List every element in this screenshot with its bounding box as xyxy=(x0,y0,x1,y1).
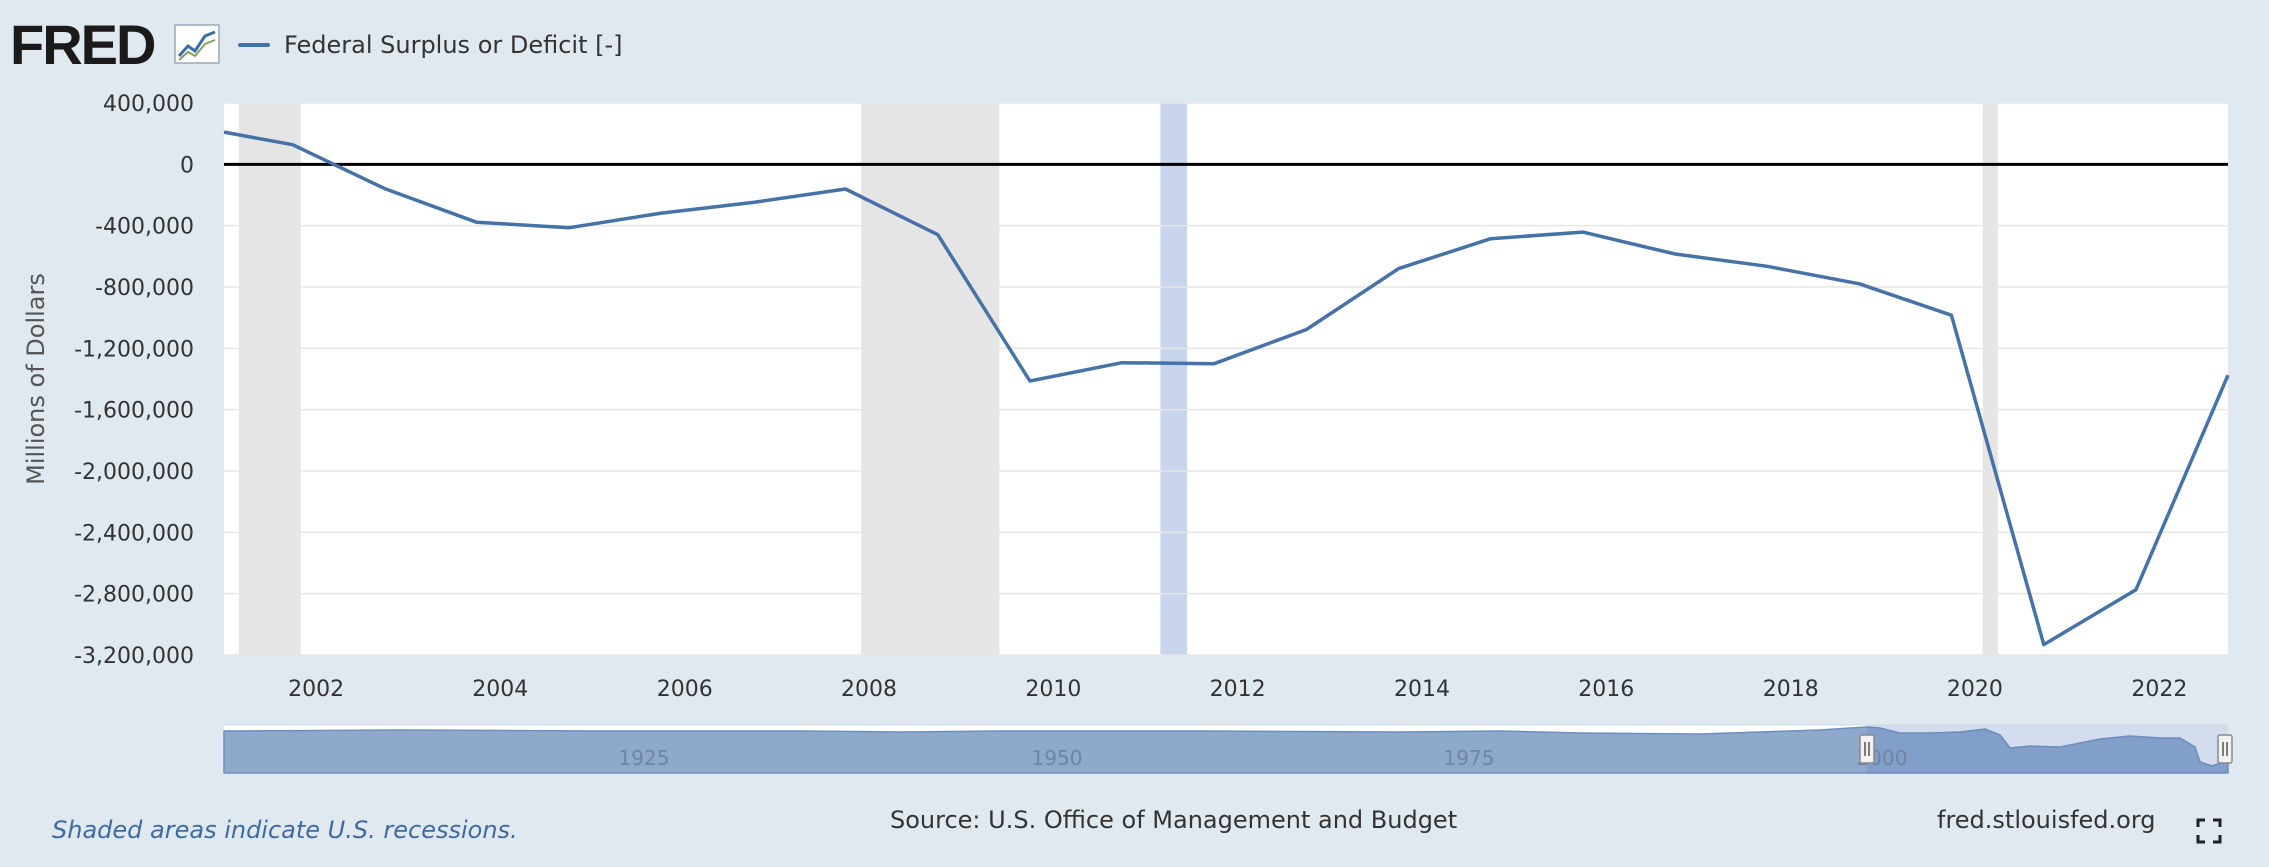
x-tick-label: 2008 xyxy=(841,677,897,702)
x-tick-label: 2022 xyxy=(2131,677,2187,702)
plot-background xyxy=(224,103,2228,655)
recession-band xyxy=(861,103,1000,655)
x-tick-label: 2002 xyxy=(288,677,344,702)
range-navigator[interactable]: 1925 1950 1975 2000 xyxy=(223,724,2233,774)
x-tick-label: 2016 xyxy=(1578,677,1634,702)
x-tick-label: 2018 xyxy=(1763,677,1819,702)
recession-bands xyxy=(238,103,1998,655)
navigator-tick-label: 1925 xyxy=(619,746,670,770)
x-tick-label: 2012 xyxy=(1210,677,1266,702)
chart-legend[interactable]: Federal Surplus or Deficit [-] xyxy=(238,28,623,62)
y-tick-label: -2,400,000 xyxy=(74,521,194,546)
x-tick-label: 2004 xyxy=(472,677,528,702)
legend-swatch xyxy=(238,43,270,47)
legend-label: Federal Surplus or Deficit [-] xyxy=(284,31,623,59)
y-tick-label: -2,800,000 xyxy=(74,583,194,608)
y-tick-label: -2,000,000 xyxy=(74,460,194,485)
recession-note: Shaded areas indicate U.S. recessions. xyxy=(52,816,518,844)
series-line[interactable] xyxy=(223,130,2230,647)
navigator-selected-range[interactable] xyxy=(1867,725,2228,773)
fullscreen-icon[interactable] xyxy=(2196,818,2222,844)
y-axis: 400,000 0 -400,000 -800,000 -1,200,000 -1,600… xyxy=(74,92,194,669)
x-tick-label: 2010 xyxy=(1025,677,1081,702)
navigator-series-area xyxy=(223,726,2229,774)
y-tick-label: 400,000 xyxy=(103,92,194,117)
highlight-band xyxy=(1160,103,1188,655)
fred-logo[interactable]: FRED xyxy=(10,13,156,76)
x-tick-label: 2006 xyxy=(657,677,713,702)
chart-header: FRED Federal Surplus or Deficit [-] xyxy=(0,0,2269,90)
chart: 400,000 0 -400,000 -800,000 -1,200,000 -1,600… xyxy=(22,92,2233,774)
highlight-band-rect xyxy=(1160,103,1188,655)
y-axis-label: Millions of Dollars xyxy=(22,273,50,485)
x-tick-label: 2020 xyxy=(1947,677,2003,702)
x-axis: 2002 2004 2006 2008 2010 2012 2014 2016 2018 2020… xyxy=(288,677,2187,702)
y-tick-label: -3,200,000 xyxy=(74,644,194,669)
y-tick-label: -400,000 xyxy=(95,215,194,240)
recession-band xyxy=(238,103,301,655)
navigator-tick-label: 1975 xyxy=(1444,746,1495,770)
x-tick-label: 2014 xyxy=(1394,677,1450,702)
y-tick-label: -1,600,000 xyxy=(74,399,194,424)
navigator-handle-left[interactable] xyxy=(1859,734,1875,764)
fred-url[interactable]: fred.stlouisfed.org xyxy=(1937,806,2156,834)
y-tick-label: -800,000 xyxy=(95,276,194,301)
source-text[interactable]: Source: U.S. Office of Management and Bu… xyxy=(890,806,1458,834)
navigator-handle-right[interactable] xyxy=(2217,734,2233,764)
y-tick-label: -1,200,000 xyxy=(74,337,194,362)
recession-band xyxy=(1982,103,1998,655)
line-graph-icon xyxy=(174,24,220,64)
navigator-tick-label: 1950 xyxy=(1032,746,1083,770)
y-tick-label: 0 xyxy=(180,153,194,178)
